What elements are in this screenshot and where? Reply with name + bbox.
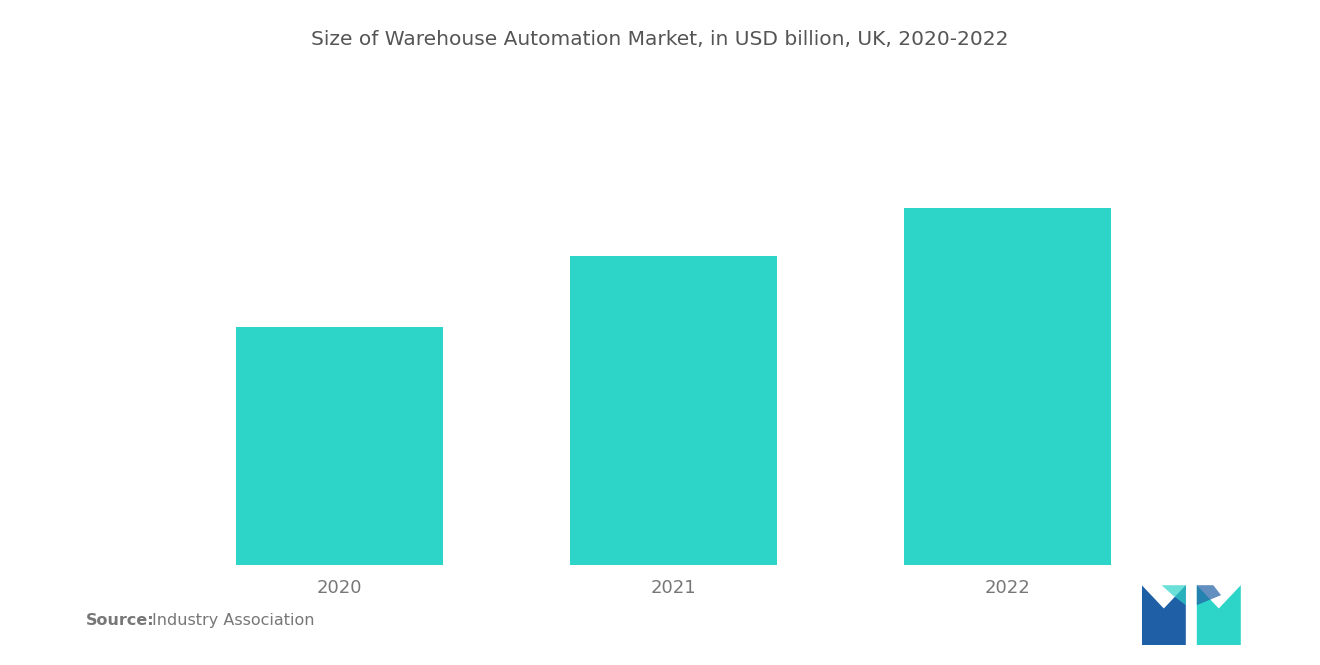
Bar [570,256,776,565]
Text: Source:: Source: [86,613,154,628]
Bar [904,209,1110,565]
Text: Industry Association: Industry Association [152,613,314,628]
Polygon shape [1197,585,1221,605]
Polygon shape [1162,585,1185,605]
Text: Size of Warehouse Automation Market, in USD billion, UK, 2020-2022: Size of Warehouse Automation Market, in … [312,30,1008,49]
Bar [236,327,442,565]
Polygon shape [1197,585,1241,645]
Polygon shape [1142,585,1185,645]
